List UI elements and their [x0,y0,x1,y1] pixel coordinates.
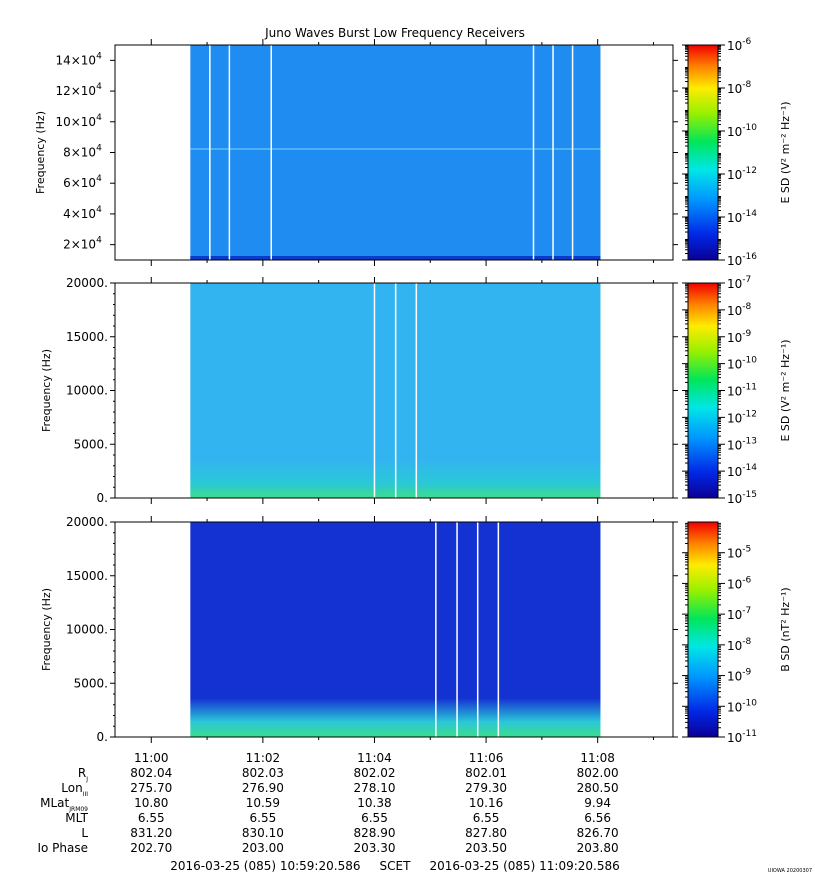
colorbar-tick-label: 10-8 [727,302,752,318]
colorbar-tick-label: 10-12 [727,166,757,182]
panel-3: 0. 5000. 10000. 15000. 20000. Frequency (Hz) 1… [40,515,792,745]
panel-1: 2×104 4×104 6×104 8×104 10×104 12×104 14… [34,37,792,268]
colorbar-tick-label: 10-8 [727,637,752,653]
ephemeris-value: 6.55 [138,811,165,825]
ephemeris-value: 827.80 [465,826,507,840]
y-tick-label: 15000. [66,569,108,583]
colorbar-tick-label: 10-8 [727,80,752,96]
ephemeris-label: Io Phase [37,841,88,855]
ephemeris-label: MLatJRM09 [40,796,88,813]
y-tick-label: 2×104 [63,236,103,252]
y-tick-label: 10000. [66,623,108,637]
colorbar-tick-label: 10-11 [727,729,757,745]
colorbar-tick-label: 10-11 [727,383,757,399]
colorbar-tick-label: 10-9 [727,668,752,684]
colorbar-tick-label: 10-14 [727,463,757,479]
colorbar-tick-label: 10-6 [727,37,752,53]
ephemeris-value: 203.30 [353,841,395,855]
x-tick-label: 11:08 [580,751,615,765]
ephemeris-label: LonIII [61,781,88,798]
colorbar [687,44,719,261]
ephemeris-value: 802.03 [242,766,284,780]
ephemeris-value: 6.55 [361,811,388,825]
ephemeris-value: 6.56 [584,811,611,825]
ephemeris-value: 10.38 [357,796,391,810]
ephemeris-value: 802.01 [465,766,507,780]
colorbar-tick-label: 10-16 [727,252,757,268]
colorbar-tick-label: 10-10 [727,698,757,714]
colorbar [687,282,719,499]
ephemeris-value: 278.10 [353,781,395,795]
spectrogram-data [190,45,601,260]
colorbar-label: B SD (nT² Hz⁻¹) [779,587,792,671]
ephemeris-value: 10.80 [134,796,168,810]
ephemeris-value: 280.50 [577,781,619,795]
ephemeris-value: 802.04 [130,766,172,780]
y-tick-label: 5000. [74,676,108,690]
spectrogram-low-band [190,256,601,260]
ephemeris-value: 802.02 [353,766,395,780]
colorbar-label: E SD (V² m⁻² Hz⁻¹) [779,101,792,203]
colorbar-tick-label: 10-7 [727,275,751,291]
colorbar-tick-label: 10-9 [727,329,752,345]
y-tick-label: 20000. [66,276,108,290]
y-tick-label: 0. [97,491,108,505]
ephemeris-value: 6.55 [250,811,277,825]
ephemeris-value: 828.90 [353,826,395,840]
y-tick-label: 10000. [66,384,108,398]
y-tick-label: 8×104 [63,144,103,160]
colorbar-tick-label: 10-10 [727,123,757,139]
colorbar-tick-label: 10-13 [727,436,757,452]
ephemeris-value: 831.20 [130,826,172,840]
y-tick-label: 0. [97,730,108,744]
spectrogram-data [190,522,601,737]
x-tick-label: 11:00 [134,751,169,765]
ephemeris-value: 202.70 [130,841,172,855]
ephemeris-value: 6.55 [473,811,500,825]
y-axis-label: Frequency (Hz) [40,588,53,671]
colorbar-tick-label: 10-14 [727,209,757,225]
y-tick-label: 5000. [74,437,108,451]
colorbar-tick-label: 10-7 [727,606,751,622]
y-tick-label: 12×104 [55,82,103,98]
ephemeris-value: 279.30 [465,781,507,795]
time-span-footer: 2016-03-25 (085) 10:59:20.586 SCET 2016-… [170,859,620,873]
ephemeris-label: RJ [78,766,88,783]
y-axis-label: Frequency (Hz) [40,349,53,432]
x-tick-label: 11:04 [357,751,392,765]
y-tick-label: 15000. [66,330,108,344]
ephemeris-value: 826.70 [577,826,619,840]
processing-stamp: UIOWA 20200307 [768,868,812,874]
colorbar-tick-label: 10-6 [727,575,752,591]
ephemeris-value: 275.70 [130,781,172,795]
y-tick-label: 10×104 [55,113,103,129]
y-tick-label: 4×104 [63,205,103,221]
chart-title: Juno Waves Burst Low Frequency Receivers [264,26,525,40]
colorbar-tick-label: 10-5 [727,545,751,561]
colorbar-label: E SD (V² m⁻² Hz⁻¹) [779,339,792,441]
y-axis-label: Frequency (Hz) [34,111,47,194]
ephemeris-value: 830.10 [242,826,284,840]
x-tick-label: 11:06 [469,751,504,765]
ephemeris-value: 203.50 [465,841,507,855]
y-tick-label: 6×104 [63,174,103,190]
colorbar-tick-label: 10-12 [727,409,757,425]
ephemeris-value: 9.94 [584,796,611,810]
ephemeris-value: 802.00 [577,766,619,780]
ephemeris-value: 203.80 [577,841,619,855]
x-tick-label: 11:02 [246,751,281,765]
ephemeris-value: 276.90 [242,781,284,795]
ephemeris-value: 10.16 [469,796,503,810]
y-tick-label: 20000. [66,515,108,529]
colorbar-tick-label: 10-15 [727,490,757,506]
colorbar [687,521,719,738]
panel-2: 0. 5000. 10000. 15000. 20000. Frequency (Hz) 1… [40,275,792,506]
ephemeris-label: MLT [65,811,88,825]
ephemeris-value: 203.00 [242,841,284,855]
ephemeris-label: L [81,826,88,840]
colorbar-tick-label: 10-10 [727,356,757,372]
ephemeris-value: 10.59 [246,796,280,810]
y-tick-label: 14×104 [55,51,103,67]
